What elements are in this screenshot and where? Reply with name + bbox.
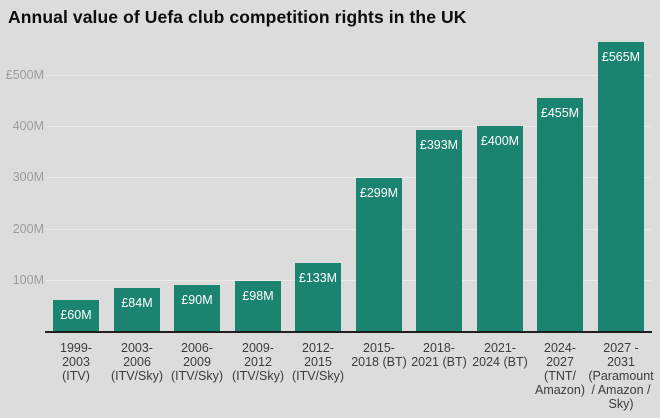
x-axis-tick-line: Amazon) xyxy=(534,383,586,397)
x-axis-tick-line: 2024- xyxy=(544,341,576,355)
bar-1999-2003 (ITV): £60M xyxy=(53,300,99,331)
bar-value-label: £299M xyxy=(359,186,399,200)
x-axis-tick-line: 2015- xyxy=(363,341,395,355)
x-axis-tick-line: 2006- xyxy=(181,341,213,355)
bar-value-label: £133M xyxy=(298,271,338,285)
x-axis-tick-line: 2027 xyxy=(546,355,574,369)
x-axis-tick-line: 2015 xyxy=(304,355,332,369)
x-axis-tick-line: 2009- xyxy=(242,341,274,355)
x-axis-tick-line: 2021- xyxy=(484,341,516,355)
bar-value-label: £90M xyxy=(181,293,213,307)
x-axis-tick-line: 1999- xyxy=(60,341,92,355)
x-axis-tick-line: 2031 xyxy=(607,355,635,369)
x-axis-tick-line: 2003 xyxy=(62,355,90,369)
bar-value-label: £84M xyxy=(121,296,153,310)
x-axis-tick-label: 1999- 2003 (ITV) xyxy=(30,341,122,383)
x-axis-tick-label: 2009- 2012 (ITV/Sky) xyxy=(212,341,304,383)
bar-value-label: £60M xyxy=(60,308,92,322)
y-axis-tick-label: 100M xyxy=(12,273,44,287)
bar-value-label: £98M xyxy=(242,289,274,303)
x-axis-tick-line: 2006 xyxy=(123,355,151,369)
x-axis-tick-line: 2027 - xyxy=(603,341,639,355)
gridline-300 xyxy=(46,177,651,178)
y-axis-tick-label: 400M xyxy=(12,119,44,133)
x-axis-tick-line: (Paramount xyxy=(588,369,654,383)
bar-2012-2015 (ITV/Sky): £133M xyxy=(295,263,341,331)
gridline-100 xyxy=(46,280,651,281)
x-axis-tick-line: 2018- xyxy=(423,341,455,355)
x-axis-tick-label: 2021- 2024 (BT) xyxy=(454,341,546,369)
x-axis-tick-label: 2027 -2031 (Paramount / Amazon / Sky) xyxy=(575,341,660,411)
x-axis-tick-line: (ITV/Sky) xyxy=(170,369,224,383)
gridline-500 xyxy=(46,75,651,76)
x-axis-tick-line: (ITV/Sky) xyxy=(291,369,345,383)
x-axis-tick-line: 2012- xyxy=(302,341,334,355)
x-axis-tick-line: 2009 xyxy=(183,355,211,369)
x-axis-tick-label: 2012- 2015 (ITV/Sky) xyxy=(272,341,364,383)
gridline-200 xyxy=(46,229,651,230)
y-axis-tick-label: 200M xyxy=(12,222,44,236)
chart-title: Annual value of Uefa club competition ri… xyxy=(8,7,467,27)
bar-value-label: £400M xyxy=(480,134,520,148)
x-axis-tick-label: 2024- 2027 (TNT/Amazon) xyxy=(514,341,606,397)
bar-value-label: £565M xyxy=(601,50,641,64)
x-axis-line xyxy=(45,331,652,333)
bar-value-label: £393M xyxy=(419,138,459,152)
bar-2021-2024 (BT): £400M xyxy=(477,126,523,331)
x-axis-tick-label: 2018- 2021 (BT) xyxy=(393,341,485,369)
bar-2024-2027 (TNT/Amazon): £455M xyxy=(537,98,583,331)
x-axis-tick-line: 2024 (BT) xyxy=(472,355,528,369)
x-axis-tick-line: 2018 (BT) xyxy=(351,355,407,369)
gridline-400 xyxy=(46,126,651,127)
bar-value-label: £455M xyxy=(540,106,580,120)
x-axis-tick-line: (ITV/Sky) xyxy=(110,369,164,383)
bar-2009-2012 (ITV/Sky): £98M xyxy=(235,281,281,331)
x-axis-tick-label: 2006- 2009 (ITV/Sky) xyxy=(151,341,243,383)
y-axis-tick-label: 300M xyxy=(12,170,44,184)
bar-2003-2006 (ITV/Sky): £84M xyxy=(114,288,160,331)
x-axis-tick-line: (TNT/ xyxy=(544,369,576,383)
x-axis-tick-line: 2021 (BT) xyxy=(411,355,467,369)
bar-2027-2031 (Paramount / Amazon / Sky): £565M xyxy=(598,42,644,331)
x-axis-tick-line: (ITV/Sky) xyxy=(231,369,285,383)
x-axis-tick-line: 2003- xyxy=(121,341,153,355)
x-axis-tick-line: Sky) xyxy=(608,397,634,411)
x-axis-tick-label: 2003- 2006 (ITV/Sky) xyxy=(91,341,183,383)
bar-2006-2009 (ITV/Sky): £90M xyxy=(174,285,220,331)
y-axis-tick-label: £500M xyxy=(5,68,44,82)
x-axis-tick-label: 2015- 2018 (BT) xyxy=(333,341,425,369)
x-axis-tick-line: 2012 xyxy=(244,355,272,369)
x-axis-tick-line: (ITV) xyxy=(62,369,90,383)
bar-2018-2021 (BT): £393M xyxy=(416,130,462,331)
x-axis-tick-line: / Amazon / xyxy=(591,383,651,397)
bar-2015-2018 (BT): £299M xyxy=(356,178,402,331)
